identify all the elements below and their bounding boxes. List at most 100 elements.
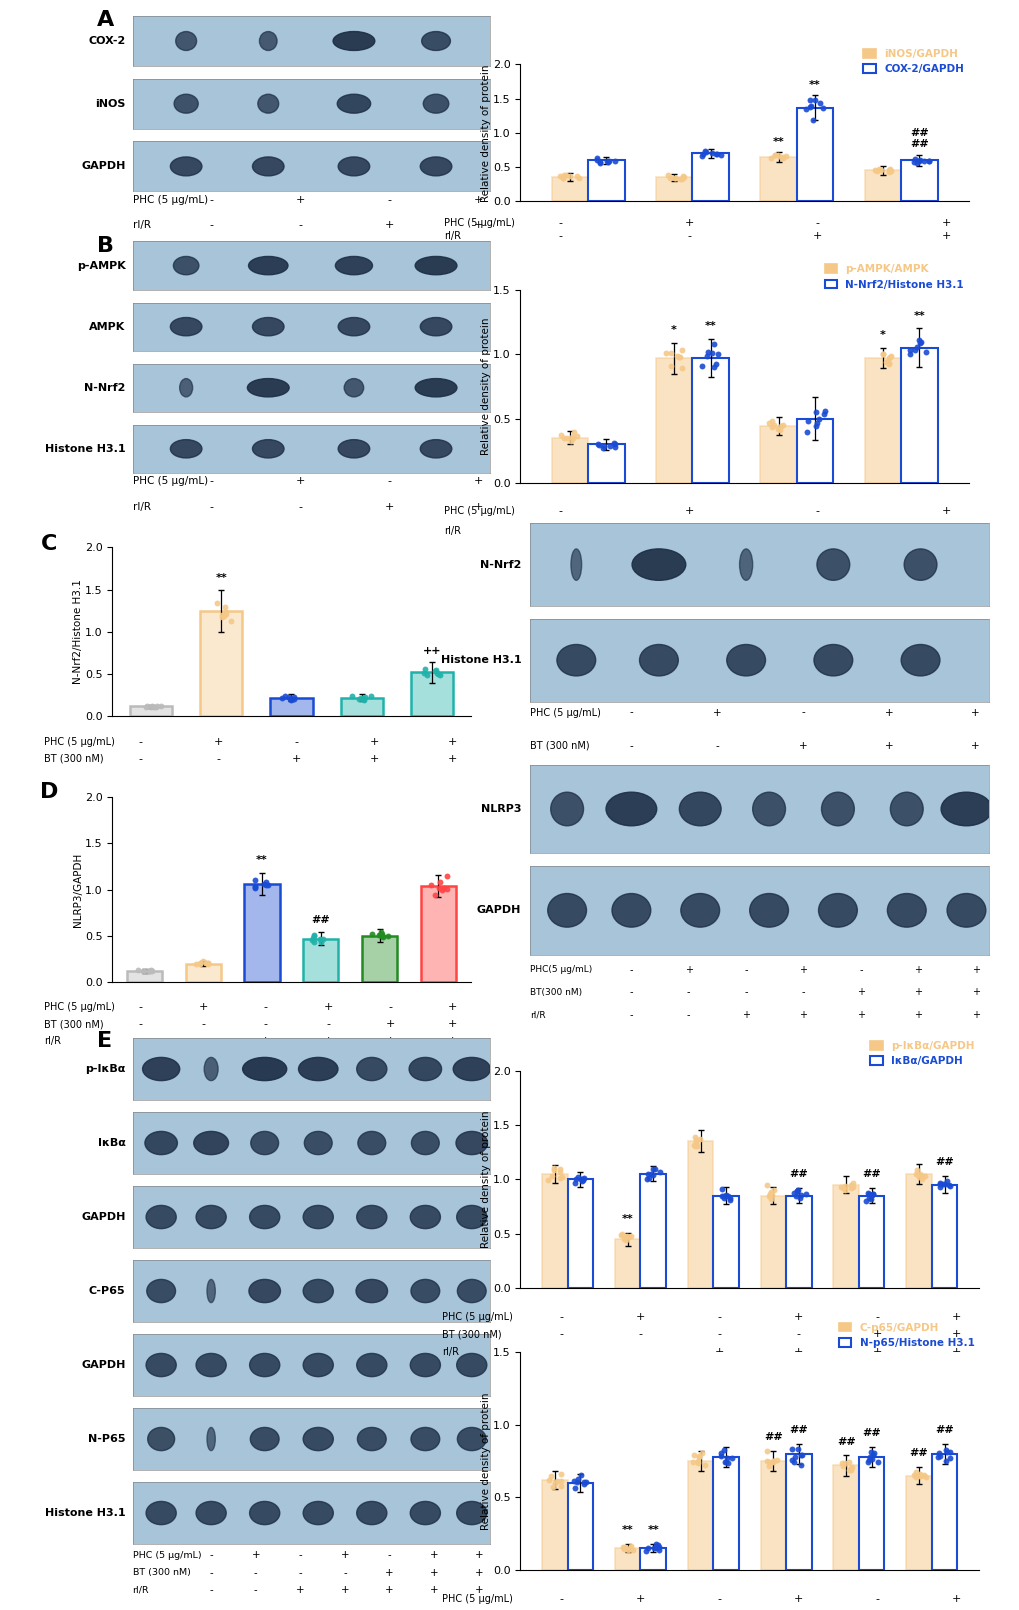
Text: -: - <box>201 1035 205 1046</box>
Point <box>568 423 584 449</box>
Text: -: - <box>874 1594 878 1604</box>
Point <box>373 923 389 948</box>
Text: -: - <box>209 502 213 512</box>
Point <box>218 601 234 626</box>
Text: +: + <box>296 195 305 204</box>
Point <box>642 1161 658 1187</box>
Point <box>835 1454 851 1480</box>
Point <box>564 425 580 451</box>
Point <box>769 142 786 167</box>
Point <box>605 430 622 456</box>
Point <box>720 1187 737 1212</box>
Point <box>862 1185 878 1211</box>
Text: PHC (5 μg/mL): PHC (5 μg/mL) <box>443 506 515 517</box>
Point <box>908 1158 924 1183</box>
Text: -: - <box>559 1330 562 1340</box>
Point <box>668 343 685 369</box>
Text: +: + <box>474 1550 483 1560</box>
Point <box>877 349 894 375</box>
Point <box>787 1183 803 1209</box>
Point <box>882 343 899 369</box>
Bar <box>640 1174 665 1288</box>
Text: +: + <box>385 1035 394 1046</box>
Point <box>712 1444 729 1470</box>
Point <box>567 1170 583 1196</box>
Bar <box>362 935 396 982</box>
Point <box>306 924 322 950</box>
Bar <box>858 1196 883 1288</box>
Y-axis label: N-Nrf2/Histone H3.1: N-Nrf2/Histone H3.1 <box>73 580 84 684</box>
Bar <box>200 610 243 716</box>
Ellipse shape <box>196 1206 226 1228</box>
Point <box>146 694 162 720</box>
Text: +: + <box>385 1019 394 1029</box>
Point <box>621 1224 637 1249</box>
Point <box>906 338 922 364</box>
Text: +: + <box>812 525 821 536</box>
Point <box>208 591 224 617</box>
Point <box>760 411 776 436</box>
Ellipse shape <box>887 894 925 927</box>
Text: -: - <box>558 217 562 227</box>
Point <box>554 164 571 190</box>
Text: Histone H3.1: Histone H3.1 <box>440 655 521 665</box>
Point <box>842 1172 858 1198</box>
Bar <box>567 1179 592 1288</box>
Text: Histone H3.1: Histone H3.1 <box>45 444 125 454</box>
Ellipse shape <box>338 440 369 457</box>
Point <box>915 1462 931 1488</box>
Point <box>625 1536 641 1562</box>
Point <box>200 950 216 976</box>
Bar <box>712 1457 738 1570</box>
Point <box>674 356 690 382</box>
Point <box>911 147 927 172</box>
Point <box>801 87 817 113</box>
Text: +: + <box>872 1330 881 1340</box>
Text: +: + <box>474 1568 483 1578</box>
Text: +: + <box>340 1550 348 1560</box>
Ellipse shape <box>343 378 364 398</box>
Point <box>807 414 823 440</box>
Point <box>709 341 726 367</box>
Point <box>686 1133 702 1159</box>
Point <box>590 431 606 457</box>
Point <box>364 921 380 947</box>
Text: -: - <box>558 525 562 536</box>
Text: +: + <box>214 737 223 747</box>
Text: +: + <box>385 1568 393 1578</box>
Text: -: - <box>209 1586 213 1596</box>
Text: rI/R: rI/R <box>530 1011 545 1019</box>
Point <box>545 1158 561 1183</box>
Point <box>650 1538 666 1563</box>
Text: -: - <box>263 1019 267 1029</box>
Text: +: + <box>384 502 394 512</box>
Ellipse shape <box>816 549 849 580</box>
Ellipse shape <box>415 378 457 398</box>
Point <box>842 1455 858 1481</box>
Point <box>715 1183 732 1209</box>
Ellipse shape <box>303 1206 333 1228</box>
Point <box>355 687 371 713</box>
Bar <box>655 357 692 483</box>
Point <box>941 1439 957 1465</box>
Bar <box>362 935 396 982</box>
Point <box>758 1449 774 1475</box>
Y-axis label: NLRP3/GAPDH: NLRP3/GAPDH <box>73 852 84 927</box>
Point <box>200 950 216 976</box>
Point <box>905 1462 921 1488</box>
Point <box>784 1436 800 1462</box>
Point <box>717 1449 734 1475</box>
Bar <box>759 427 796 483</box>
Text: -: - <box>558 232 562 241</box>
Point <box>569 1467 585 1492</box>
Point <box>908 335 924 361</box>
Point <box>811 90 827 116</box>
Text: -: - <box>139 1003 143 1013</box>
Ellipse shape <box>250 1354 279 1377</box>
Text: p-AMPK: p-AMPK <box>76 261 125 270</box>
Point <box>260 873 276 898</box>
Text: -: - <box>387 1550 391 1560</box>
Point <box>762 1187 779 1212</box>
Point <box>542 1463 558 1489</box>
Point <box>645 1536 661 1562</box>
